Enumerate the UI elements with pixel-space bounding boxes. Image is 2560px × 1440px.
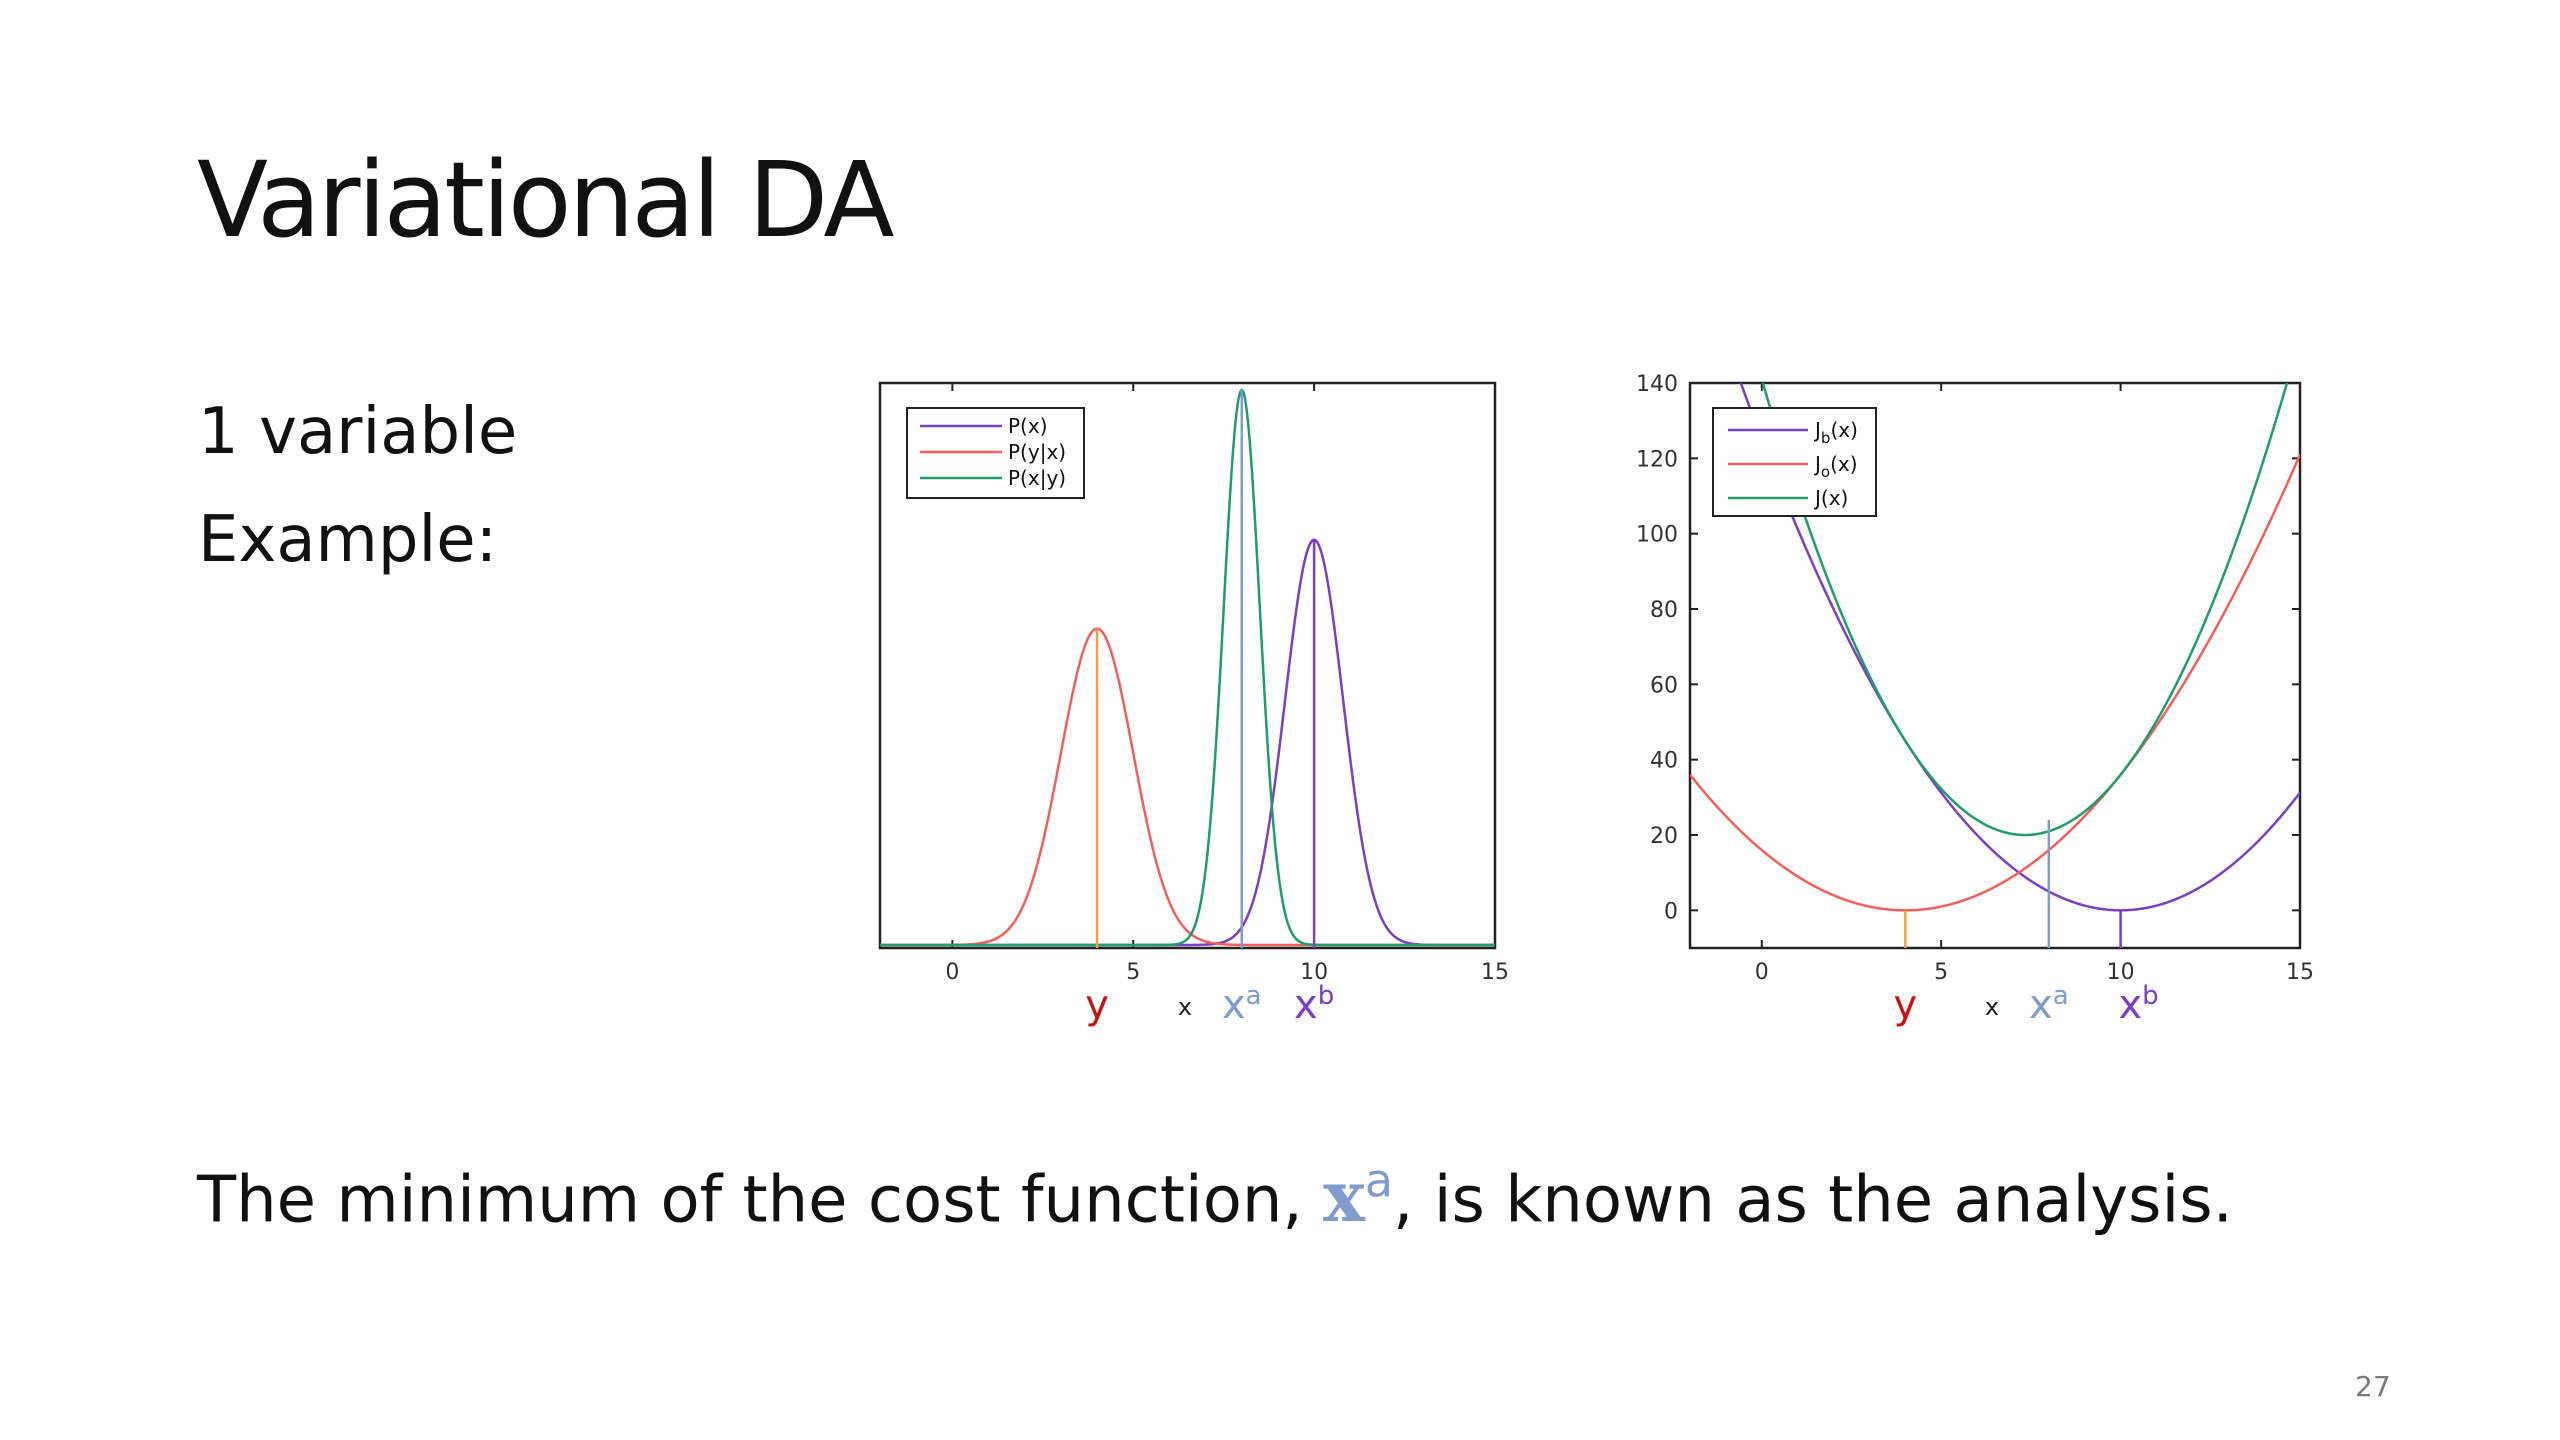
caption-symbol: x	[1323, 1155, 1365, 1239]
series-line-2	[880, 388, 1495, 947]
marker-label-1: xa	[1222, 981, 1262, 1028]
x-axis-label: x	[1178, 993, 1192, 1021]
caption-text-start: The minimum of the cost function,	[197, 1163, 1324, 1238]
legend-label-1: P(y|x)	[1008, 440, 1066, 464]
caption: The minimum of the cost function, xa, is…	[197, 1158, 2233, 1232]
legend-label-0: P(x)	[1008, 414, 1048, 438]
legend: P(x)P(y|x)P(x|y)	[906, 407, 1085, 499]
slide-title: Variational DA	[197, 139, 894, 261]
marker-label-0: y	[1085, 982, 1109, 1028]
x-tick-label: 10	[1300, 960, 1328, 985]
plot-frame	[878, 381, 1497, 950]
marker-label-2: xb	[1294, 981, 1334, 1028]
series-line-1	[880, 627, 1495, 947]
caption-xa-symbol: xa	[1323, 1155, 1393, 1238]
page-number: 27	[2355, 1370, 2391, 1403]
series-line-0	[880, 538, 1495, 947]
bullet-example: Example:	[198, 503, 498, 577]
legend-label-2: P(x|y)	[1008, 466, 1066, 490]
x-tick-label: 0	[945, 960, 959, 985]
caption-symbol-sup: a	[1364, 1154, 1394, 1208]
x-tick-label: 5	[1126, 960, 1140, 985]
caption-text-end: , is known as the analysis.	[1393, 1163, 2233, 1238]
bullet-one-variable: 1 variable	[198, 395, 518, 469]
x-tick-label: 15	[1481, 960, 1509, 985]
